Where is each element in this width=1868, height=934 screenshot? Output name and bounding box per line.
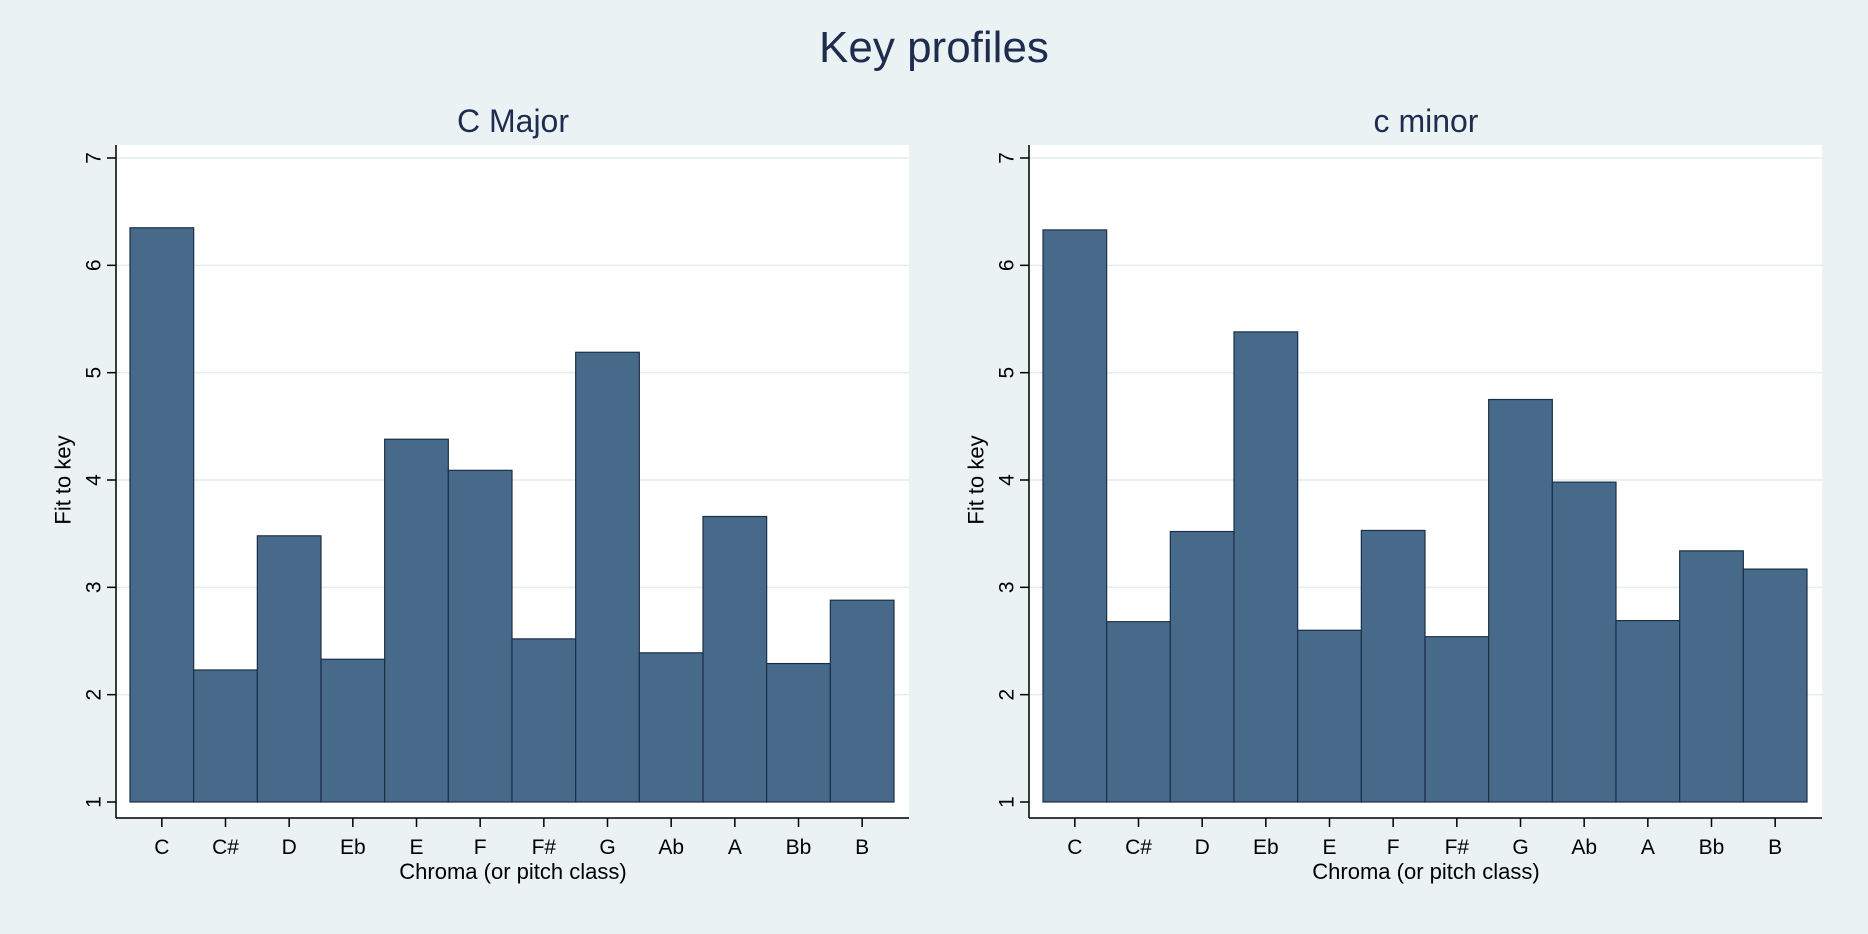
- x-tick-label: G: [1512, 836, 1528, 859]
- x-axis-label: Chroma (or pitch class): [1312, 859, 1539, 884]
- y-tick-label: 3: [83, 581, 106, 593]
- bar: [1169, 530, 1235, 803]
- y-tick-label: 4: [83, 474, 106, 486]
- y-tick-label: 1: [996, 796, 1019, 808]
- bar: [575, 351, 640, 803]
- x-tick-label: F: [474, 836, 487, 859]
- bar: [1551, 481, 1617, 803]
- y-tick-label: 2: [83, 689, 106, 701]
- y-axis-label: Fit to key: [51, 435, 76, 524]
- x-tick-label: C: [1067, 836, 1082, 859]
- x-tick-label: E: [409, 836, 423, 859]
- bar: [129, 227, 195, 803]
- x-tick-label: F#: [532, 836, 557, 859]
- bar: [511, 638, 577, 803]
- y-axis-label: Fit to key: [964, 435, 989, 524]
- y-tick-label: 3: [996, 581, 1019, 593]
- bar: [1615, 620, 1681, 803]
- bar: [1106, 621, 1171, 803]
- bar: [1297, 629, 1362, 803]
- y-tick-label: 4: [996, 474, 1019, 486]
- x-tick-label: A: [1641, 836, 1655, 859]
- bar: [193, 669, 258, 803]
- bar: [1488, 398, 1553, 803]
- bar: [638, 652, 704, 803]
- y-tick-label: 6: [83, 259, 106, 271]
- x-tick-label: G: [599, 836, 615, 859]
- y-tick-label: 6: [996, 259, 1019, 271]
- y-tick-label: 7: [83, 152, 106, 164]
- y-tick-label: 5: [83, 367, 106, 379]
- x-tick-label: C: [154, 836, 169, 859]
- figure-title: Key profiles: [819, 23, 1049, 72]
- bar: [384, 438, 449, 803]
- x-tick-label: B: [855, 836, 869, 859]
- x-tick-label: Eb: [1253, 836, 1279, 859]
- x-axis-label: Chroma (or pitch class): [399, 859, 626, 884]
- chart-panel: 1 2 3 4 5 6 7 C C# D Eb E F F# G Ab A Bb B C Major Chroma (o…: [51, 103, 909, 884]
- chart-panel: 1 2 3 4 5 6 7 C C# D Eb E F F# G Ab A Bb Bc minor Chroma (o…: [964, 103, 1822, 884]
- x-tick-label: D: [282, 836, 297, 859]
- x-tick-label: A: [728, 836, 742, 859]
- x-tick-label: D: [1195, 836, 1210, 859]
- bar: [1360, 529, 1426, 803]
- bar: [1742, 568, 1808, 803]
- bar: [766, 662, 831, 803]
- bar: [1424, 636, 1490, 803]
- bar: [1679, 550, 1744, 803]
- x-tick-label: Ab: [1571, 836, 1597, 859]
- x-tick-label: Ab: [658, 836, 684, 859]
- subplot-title: C Major: [457, 103, 569, 139]
- y-tick-label: 2: [996, 689, 1019, 701]
- x-tick-label: B: [1768, 836, 1782, 859]
- bar: [320, 658, 386, 803]
- bar: [1042, 229, 1108, 803]
- x-tick-label: F: [1387, 836, 1400, 859]
- x-tick-label: C#: [1125, 836, 1152, 859]
- bar: [256, 535, 322, 803]
- y-tick-label: 5: [996, 367, 1019, 379]
- bar: [447, 469, 513, 803]
- x-tick-label: Eb: [340, 836, 366, 859]
- y-tick-label: 7: [996, 152, 1019, 164]
- bar: [1233, 331, 1299, 803]
- bar: [702, 515, 768, 803]
- x-tick-label: C#: [212, 836, 239, 859]
- x-tick-label: Bb: [786, 836, 812, 859]
- x-tick-label: E: [1322, 836, 1336, 859]
- x-tick-label: Bb: [1699, 836, 1725, 859]
- bar: [829, 599, 895, 803]
- subplot-title: c minor: [1374, 103, 1479, 139]
- y-tick-label: 1: [83, 796, 106, 808]
- x-tick-label: F#: [1445, 836, 1470, 859]
